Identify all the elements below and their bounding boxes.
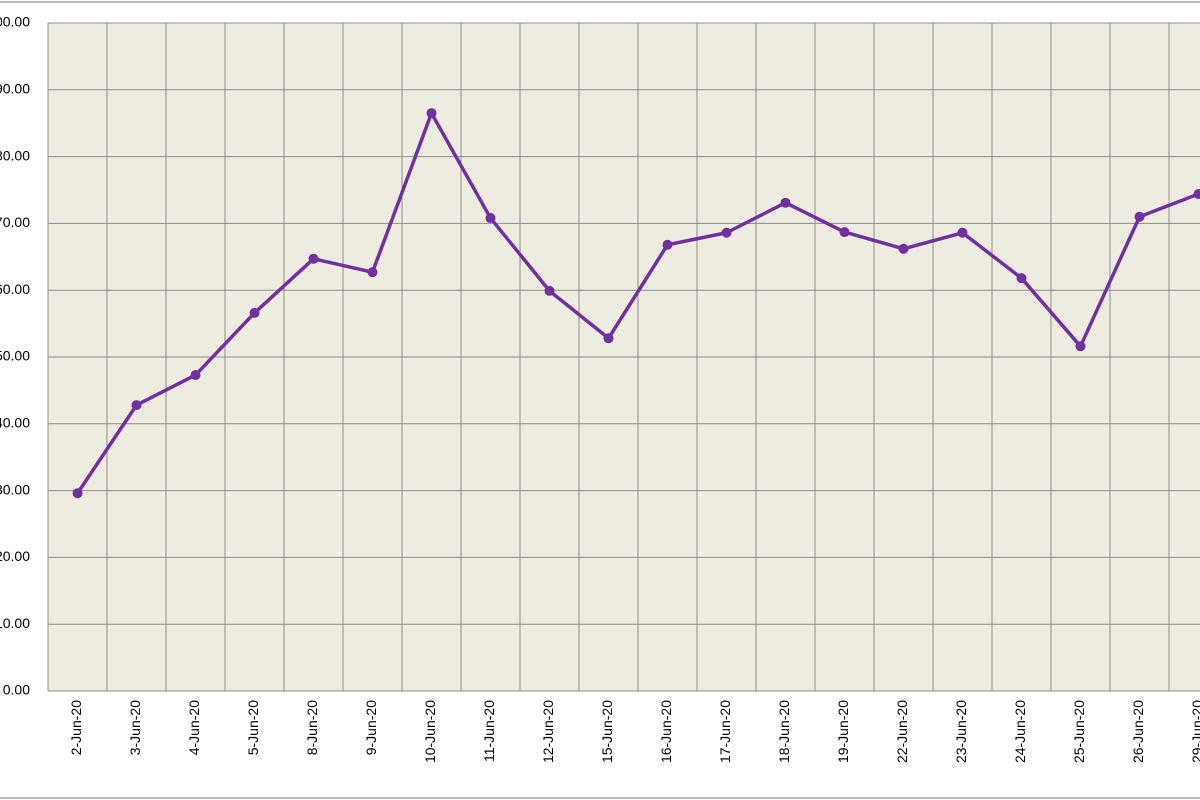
x-tick-label: 15-Jun-20 bbox=[599, 700, 615, 763]
x-tick-label: 29-Jun-20 bbox=[1189, 700, 1200, 763]
x-tick-label: 8-Jun-20 bbox=[304, 700, 320, 755]
data-point bbox=[1075, 341, 1086, 352]
y-tick-label: 50.00 bbox=[0, 348, 30, 364]
y-tick-label: 70.00 bbox=[0, 214, 30, 230]
x-tick-label: 3-Jun-20 bbox=[127, 700, 143, 755]
data-point bbox=[249, 307, 260, 318]
x-tick-label: 9-Jun-20 bbox=[363, 700, 379, 755]
y-tick-label: 20.00 bbox=[0, 548, 30, 564]
x-tick-label: 12-Jun-20 bbox=[540, 700, 556, 763]
y-tick-label: 80.00 bbox=[0, 147, 30, 163]
y-tick-label: 60.00 bbox=[0, 281, 30, 297]
x-tick-label: 19-Jun-20 bbox=[835, 700, 851, 763]
x-tick-label: 23-Jun-20 bbox=[953, 700, 969, 763]
data-point bbox=[367, 267, 378, 278]
y-tick-label: 40.00 bbox=[0, 415, 30, 431]
data-point bbox=[721, 227, 732, 238]
y-tick-label: 30.00 bbox=[0, 481, 30, 497]
x-tick-label: 26-Jun-20 bbox=[1130, 700, 1146, 763]
data-point bbox=[957, 227, 968, 238]
x-tick-label: 10-Jun-20 bbox=[422, 700, 438, 763]
data-point bbox=[1016, 273, 1027, 284]
x-tick-label: 22-Jun-20 bbox=[894, 700, 910, 763]
data-point bbox=[308, 253, 319, 264]
data-point bbox=[1193, 189, 1200, 200]
y-tick-label: 100.00 bbox=[0, 14, 30, 30]
x-tick-label: 11-Jun-20 bbox=[481, 700, 497, 762]
data-point bbox=[72, 488, 83, 499]
data-point bbox=[603, 333, 614, 344]
data-point bbox=[780, 197, 791, 208]
x-tick-label: 17-Jun-20 bbox=[717, 700, 733, 763]
x-tick-label: 4-Jun-20 bbox=[186, 700, 202, 755]
data-point bbox=[190, 370, 201, 381]
data-point bbox=[839, 227, 850, 238]
data-point bbox=[898, 243, 909, 254]
data-point bbox=[485, 213, 496, 224]
data-point bbox=[426, 108, 437, 119]
x-tick-label: 2-Jun-20 bbox=[68, 700, 84, 755]
data-point bbox=[544, 285, 555, 296]
x-tick-label: 24-Jun-20 bbox=[1012, 700, 1028, 763]
x-tick-label: 25-Jun-20 bbox=[1071, 700, 1087, 763]
data-point bbox=[131, 400, 142, 411]
y-tick-label: 90.00 bbox=[0, 81, 30, 97]
data-line bbox=[76, 111, 1200, 495]
x-tick-label: 5-Jun-20 bbox=[245, 700, 261, 755]
data-point bbox=[1134, 211, 1145, 222]
y-tick-label: 10.00 bbox=[0, 615, 30, 631]
x-tick-label: 16-Jun-20 bbox=[658, 700, 674, 763]
y-tick-label: 0.00 bbox=[3, 682, 30, 698]
data-point bbox=[662, 239, 673, 250]
x-tick-label: 18-Jun-20 bbox=[776, 700, 792, 763]
